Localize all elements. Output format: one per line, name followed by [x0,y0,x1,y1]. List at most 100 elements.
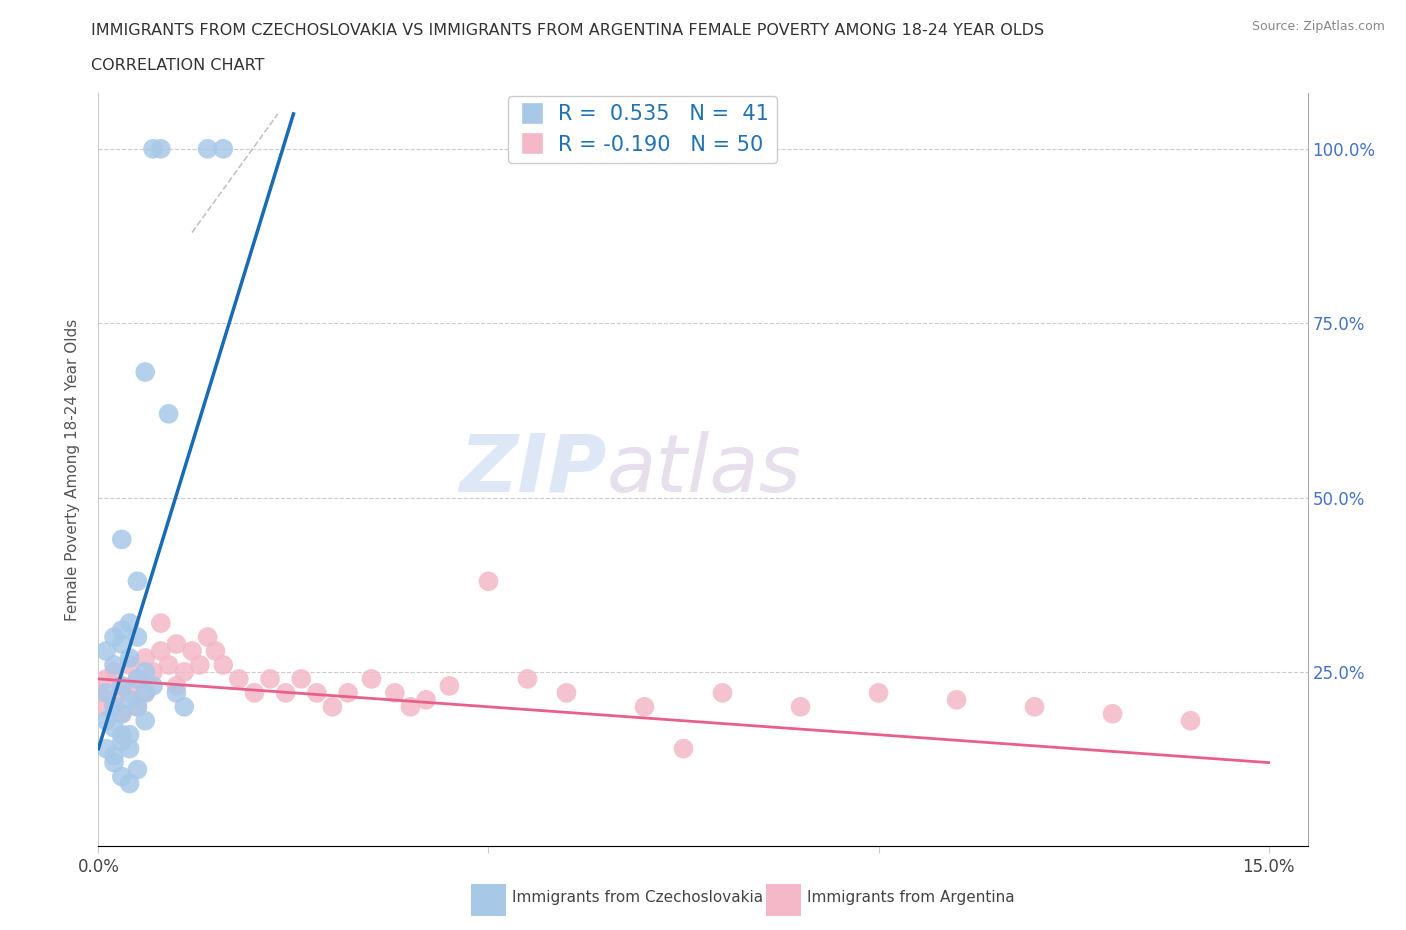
Point [103,630,125,644]
Point [1024,699,1046,714]
Point [103,748,125,763]
Point [384,685,406,700]
Point [142,141,165,156]
Point [96,699,118,714]
Point [103,720,125,735]
Point [243,685,266,700]
Point [118,741,141,756]
Point [118,685,141,700]
Point [134,685,156,700]
Point [672,741,695,756]
Point [1101,707,1123,722]
Point [103,692,125,708]
Point [149,141,172,156]
Point [111,735,134,750]
Point [204,644,226,658]
Point [173,665,195,680]
Point [111,623,134,638]
Legend: R =  0.535   N =  41, R = -0.190   N = 50: R = 0.535 N = 41, R = -0.190 N = 50 [508,96,778,163]
Y-axis label: Female Poverty Among 18-24 Year Olds: Female Poverty Among 18-24 Year Olds [65,318,80,621]
Point [127,763,149,777]
Point [111,727,134,742]
Point [188,658,211,672]
Point [259,671,281,686]
Point [360,671,382,686]
Point [111,637,134,652]
Point [212,658,235,672]
Point [103,665,125,680]
Point [96,671,118,686]
Point [789,699,811,714]
Point [149,616,172,631]
Text: Immigrants from Argentina: Immigrants from Argentina [807,890,1015,905]
Point [399,699,422,714]
Point [111,532,134,547]
Point [197,630,219,644]
Point [173,699,195,714]
Point [290,671,312,686]
Text: atlas: atlas [606,431,801,509]
Point [142,665,165,680]
Point [439,679,461,694]
Point [96,644,118,658]
Point [118,692,141,708]
Point [181,644,204,658]
Point [142,679,165,694]
Point [118,658,141,672]
Point [111,707,134,722]
Point [96,741,118,756]
Point [149,644,172,658]
Point [337,685,360,700]
Point [555,685,578,700]
Point [165,679,187,694]
Point [711,685,734,700]
Point [127,699,149,714]
Point [127,671,149,686]
Point [118,651,141,666]
Point [96,713,118,728]
Point [103,658,125,672]
Text: Immigrants from Czechoslovakia: Immigrants from Czechoslovakia [512,890,763,905]
Point [633,699,655,714]
Point [868,685,890,700]
Point [118,616,141,631]
Point [111,679,134,694]
Point [165,685,187,700]
Point [228,671,250,686]
Point [321,699,343,714]
Text: Source: ZipAtlas.com: Source: ZipAtlas.com [1251,20,1385,33]
Point [477,574,499,589]
Point [118,727,141,742]
Point [127,574,149,589]
Point [415,692,437,708]
Point [945,692,967,708]
Point [305,685,328,700]
Point [127,699,149,714]
Point [1180,713,1202,728]
Point [165,637,187,652]
Point [134,665,156,680]
Point [96,685,118,700]
Point [103,699,125,714]
Point [134,685,156,700]
Point [197,141,219,156]
Point [516,671,538,686]
Point [118,776,141,790]
Point [111,707,134,722]
Point [127,630,149,644]
Point [103,755,125,770]
Point [111,769,134,784]
Point [134,365,156,379]
Point [212,141,235,156]
Text: IMMIGRANTS FROM CZECHOSLOVAKIA VS IMMIGRANTS FROM ARGENTINA FEMALE POVERTY AMONG: IMMIGRANTS FROM CZECHOSLOVAKIA VS IMMIGR… [91,23,1045,38]
Text: ZIP: ZIP [458,431,606,509]
Point [111,679,134,694]
Text: CORRELATION CHART: CORRELATION CHART [91,58,264,73]
Point [134,713,156,728]
Point [134,651,156,666]
Point [87,685,110,700]
Point [157,658,180,672]
Point [274,685,297,700]
Point [127,671,149,686]
Point [157,406,180,421]
